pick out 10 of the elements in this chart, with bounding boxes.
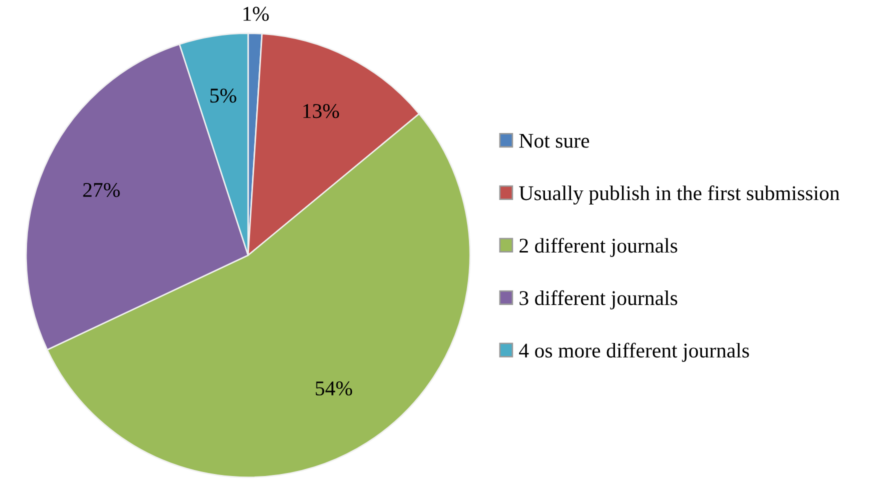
- legend-label: Not sure: [519, 134, 590, 148]
- data-label: 1%: [244, 6, 269, 21]
- legend-label: 3 different journals: [520, 290, 678, 310]
- data-label: 54%: [316, 381, 352, 396]
- data-label: 13%: [303, 104, 340, 118]
- legend-label: 2 different journals: [520, 238, 678, 257]
- data-label: 5%: [210, 88, 236, 103]
- legend-label: 4 os more different journals: [519, 342, 749, 362]
- data-label: 27%: [83, 182, 120, 198]
- legend-label: Usually publish in the first submission: [519, 185, 840, 205]
